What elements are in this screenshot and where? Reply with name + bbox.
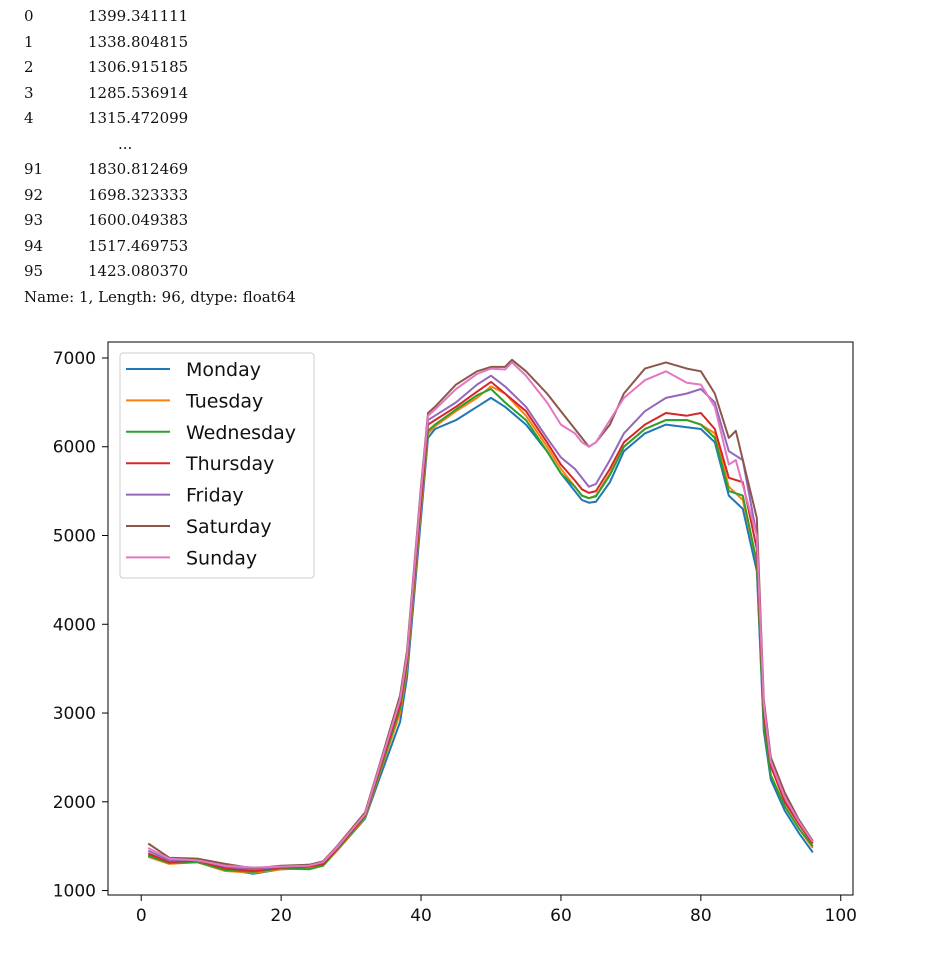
legend-label: Saturday <box>186 516 272 538</box>
x-tick-label: 100 <box>825 906 857 926</box>
row-value: 1600.049383 <box>88 211 189 229</box>
console-output: 0 1399.341111 1 1338.804815 2 1306.915185 3 128… <box>24 4 904 310</box>
x-tick-label: 20 <box>270 906 292 926</box>
y-tick-label: 3000 <box>53 704 96 724</box>
legend-box <box>119 352 315 579</box>
x-tick-label: 40 <box>410 906 432 926</box>
legend-label: Sunday <box>186 547 257 569</box>
series-row: 94 1517.469753 <box>24 234 904 260</box>
row-index: 92 <box>24 185 44 204</box>
legend-label: Wednesday <box>186 422 296 444</box>
y-tick-label: 1000 <box>53 882 96 902</box>
row-index: 1 <box>24 32 34 51</box>
row-index: 94 <box>24 236 44 255</box>
series-line-wednesday <box>147 388 814 873</box>
row-index: 93 <box>24 211 44 229</box>
series-row: 91 1830.812469 <box>24 157 904 183</box>
series-tail: 91 1830.812469 92 1698.323333 93 1600.049383 9… <box>24 157 904 285</box>
row-value: 1517.469753 <box>88 236 189 255</box>
row-index: 91 <box>24 160 44 178</box>
series-row: 95 1423.080370 <box>24 259 904 285</box>
x-tick-label: 0 <box>136 906 147 926</box>
row-value: 1399.341111 <box>88 7 189 25</box>
row-value: 1315.472099 <box>88 109 189 127</box>
series-head: 0 1399.341111 1 1338.804815 2 1306.915185 3 128… <box>24 4 904 132</box>
series-row: 1 1338.804815 <box>24 30 904 56</box>
y-tick-label: 7000 <box>53 349 96 369</box>
x-tick-label: 60 <box>550 906 572 926</box>
series-line-thursday <box>147 380 814 872</box>
row-value: 1338.804815 <box>88 32 189 51</box>
y-tick-label: 6000 <box>53 438 96 458</box>
row-index: 95 <box>24 262 44 280</box>
x-tick-label: 80 <box>690 906 712 926</box>
row-value: 1423.080370 <box>88 262 189 280</box>
row-value: 1830.812469 <box>88 160 189 178</box>
row-index: 2 <box>24 58 34 76</box>
row-index: 0 <box>24 7 34 25</box>
series-line-sunday <box>147 361 814 869</box>
plot-frame <box>107 341 854 896</box>
y-tick-label: 5000 <box>53 527 96 547</box>
series-row: 4 1315.472099 <box>24 106 904 132</box>
series-row: 92 1698.323333 <box>24 183 904 209</box>
legend-label: Monday <box>186 359 261 381</box>
y-tick-label: 4000 <box>53 615 96 635</box>
row-index: 3 <box>24 83 34 102</box>
legend-label: Friday <box>186 485 244 507</box>
row-value: 1698.323333 <box>88 185 189 204</box>
row-index: 4 <box>24 109 34 127</box>
row-value: 1306.915185 <box>88 58 189 76</box>
legend-label: Tuesday <box>185 390 263 412</box>
series-row: 0 1399.341111 <box>24 4 904 30</box>
ellipsis-row: ... <box>118 134 133 153</box>
series-row: 2 1306.915185 <box>24 55 904 81</box>
series-summary: Name: 1, Length: 96, dtype: float64 <box>24 287 296 306</box>
y-tick-label: 2000 <box>53 793 96 813</box>
series-row: 93 1600.049383 <box>24 208 904 234</box>
series-row: 3 1285.536914 <box>24 81 904 107</box>
legend-label: Thursday <box>185 453 274 475</box>
row-value: 1285.536914 <box>88 83 189 102</box>
